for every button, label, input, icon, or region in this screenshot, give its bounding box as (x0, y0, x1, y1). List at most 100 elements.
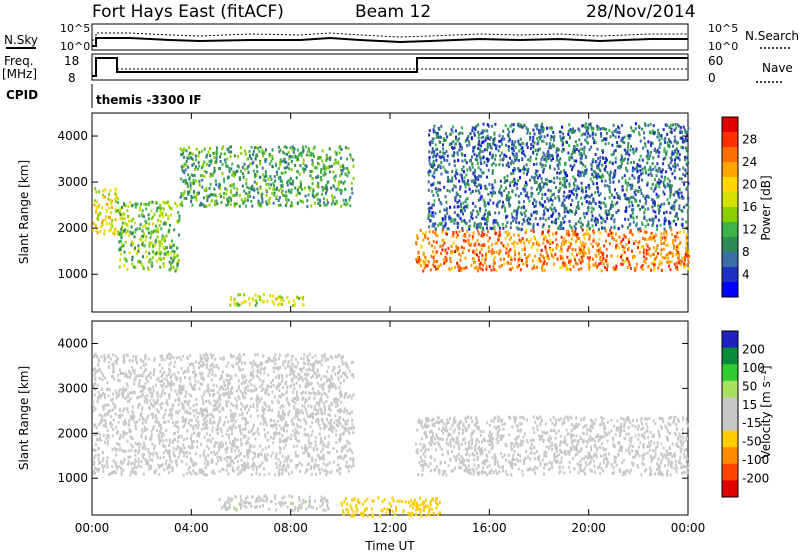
power-cell (590, 202, 592, 205)
power-cell (223, 178, 225, 181)
power-cell (525, 194, 527, 197)
power-cell (480, 168, 482, 171)
power-cell (452, 140, 454, 143)
power-cell (492, 265, 494, 268)
power-cell (624, 158, 626, 161)
velocity-cell (145, 419, 147, 422)
power-cell (518, 228, 520, 231)
power-cell (545, 218, 547, 221)
power-cell (145, 227, 147, 230)
velocity-cell (189, 466, 191, 469)
power-cell (596, 265, 598, 268)
power-cell (197, 168, 199, 171)
power-cell (505, 155, 507, 158)
power-cell (106, 222, 108, 225)
power-cell (615, 128, 617, 131)
power-cell (190, 156, 192, 159)
power-cell (106, 203, 108, 206)
power-cell (198, 180, 200, 183)
power-cell (668, 202, 670, 205)
power-cell (460, 206, 462, 209)
power-cell (553, 139, 555, 142)
power-cell (476, 239, 478, 242)
power-cell (514, 258, 516, 261)
power-cell (641, 179, 643, 182)
power-cell (254, 146, 256, 149)
power-cell (646, 243, 648, 246)
power-cell (449, 143, 451, 146)
velocity-cell (194, 380, 196, 383)
power-cell (261, 197, 263, 200)
power-cell (550, 146, 552, 149)
power-cell (538, 192, 540, 195)
velocity-cell (285, 470, 287, 473)
velocity-cell (281, 393, 283, 396)
power-cell (536, 153, 538, 156)
velocity-cell (244, 375, 246, 378)
power-cell (557, 258, 559, 261)
power-cell (239, 304, 241, 307)
power-cell (209, 204, 211, 207)
power-cell (456, 262, 458, 265)
power-cell (595, 223, 597, 226)
power-cell (517, 167, 519, 170)
velocity-cell (195, 361, 197, 364)
velocity-cell (146, 416, 148, 419)
power-cell (478, 152, 480, 155)
power-cell (563, 237, 565, 240)
power-cell (491, 269, 493, 272)
power-cell (456, 172, 458, 175)
power-cell (563, 204, 565, 207)
power-cell (553, 135, 555, 138)
power-cell (568, 156, 570, 159)
power-cell (624, 174, 626, 177)
power-cell (208, 151, 210, 154)
velocity-cell (240, 408, 242, 411)
power-cell (628, 241, 630, 244)
velocity-cell (252, 464, 254, 467)
power-cell (558, 148, 560, 151)
power-cell (508, 145, 510, 148)
velocity-cell (195, 409, 197, 412)
power-cell (517, 234, 519, 237)
power-cell (97, 231, 99, 234)
velocity-cell (189, 354, 191, 357)
power-cell (467, 179, 469, 182)
power-cell (442, 147, 444, 150)
power-cell (272, 165, 274, 168)
power-cell (236, 188, 238, 191)
velocity-cell (338, 398, 340, 401)
power-cell (496, 242, 498, 245)
power-cell (600, 132, 602, 135)
power-cell (668, 164, 670, 167)
power-cell (609, 173, 611, 176)
power-cell (654, 188, 656, 191)
power-cell (625, 152, 627, 155)
power-cell (499, 154, 501, 157)
power-cell (493, 259, 495, 262)
velocity-cell (122, 389, 124, 392)
power-cell (134, 246, 136, 249)
power-cell (173, 259, 175, 262)
power-cell (150, 262, 152, 265)
power-cell (436, 168, 438, 171)
power-cell (548, 217, 550, 220)
power-cell (468, 249, 470, 252)
power-cell (547, 189, 549, 192)
power-cell (585, 194, 587, 197)
power-cell (515, 221, 517, 224)
power-cell (583, 212, 585, 215)
power-cell (620, 256, 622, 259)
power-cell (493, 190, 495, 193)
power-cell (603, 202, 605, 205)
power-cell (612, 204, 614, 207)
power-cell (214, 201, 216, 204)
velocity-cell (221, 435, 223, 438)
power-cell (586, 229, 588, 232)
power-cell (269, 162, 271, 165)
power-cell (169, 243, 171, 246)
velocity-cell (170, 417, 172, 420)
power-cell (145, 235, 147, 238)
power-cell (461, 227, 463, 230)
